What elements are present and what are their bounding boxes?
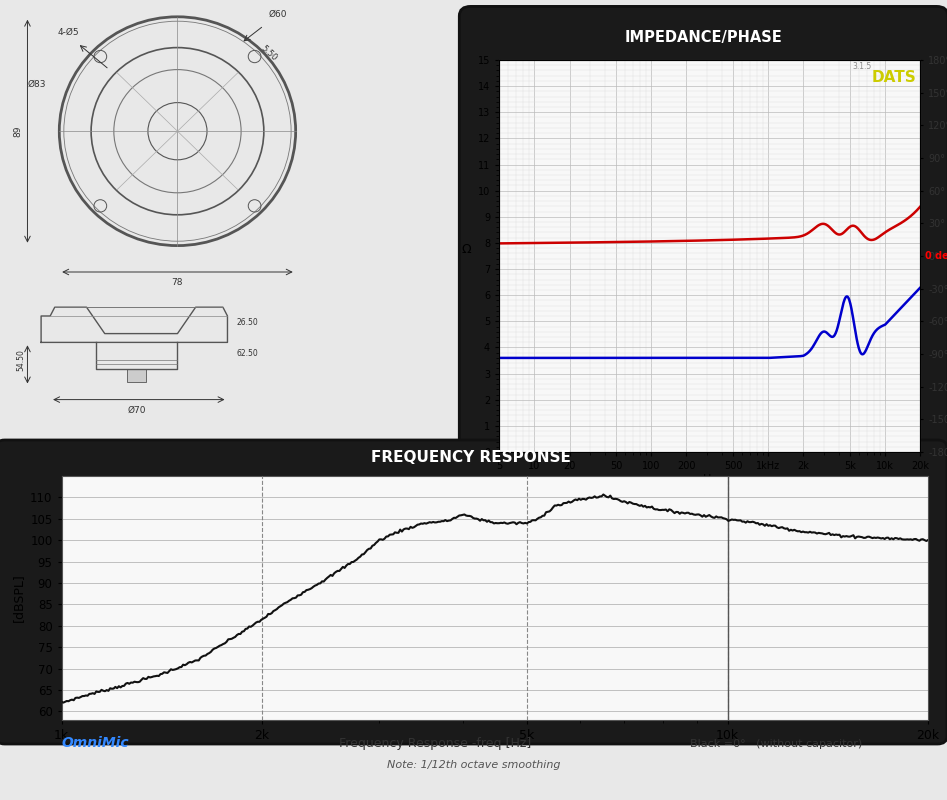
Text: Note: 1/12th octave smoothing: Note: 1/12th octave smoothing — [386, 760, 561, 770]
Bar — [128, 369, 146, 382]
Text: IMPEDANCE/PHASE: IMPEDANCE/PHASE — [625, 30, 782, 45]
Text: 5.50: 5.50 — [259, 44, 279, 62]
Text: Frequency Response -freq [Hz]: Frequency Response -freq [Hz] — [339, 738, 532, 750]
Text: 62.50: 62.50 — [237, 349, 259, 358]
Text: 26.50: 26.50 — [237, 318, 259, 326]
Text: 89: 89 — [14, 126, 23, 137]
Text: 78: 78 — [171, 278, 183, 287]
Text: FREQUENCY RESPONSE: FREQUENCY RESPONSE — [370, 450, 571, 465]
Text: 4-Ø5: 4-Ø5 — [58, 27, 80, 36]
Y-axis label: Ω: Ω — [462, 243, 472, 256]
Text: Ø60: Ø60 — [268, 10, 287, 18]
Text: 3.1.5: 3.1.5 — [852, 62, 872, 71]
Text: Ø83: Ø83 — [27, 80, 46, 90]
Text: 54.50: 54.50 — [16, 349, 26, 371]
Text: DATS: DATS — [871, 70, 917, 85]
Y-axis label: [dBSPL]: [dBSPL] — [11, 574, 25, 622]
Text: Black =0°   (without capacitor): Black =0° (without capacitor) — [690, 739, 863, 749]
Text: 0 deg: 0 deg — [924, 251, 947, 261]
X-axis label: Hz: Hz — [703, 474, 717, 484]
Text: Ø70: Ø70 — [127, 406, 146, 414]
Text: OmniMic: OmniMic — [62, 736, 129, 750]
